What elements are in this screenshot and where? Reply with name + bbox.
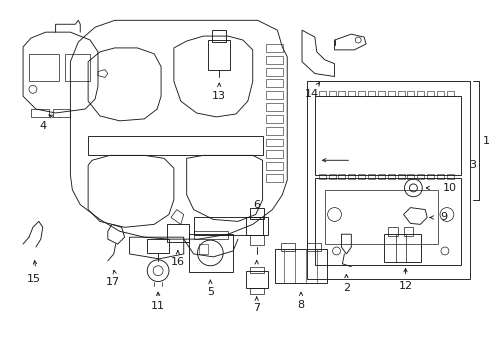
Bar	[266, 68, 283, 76]
Bar	[378, 91, 385, 96]
Text: 3: 3	[469, 160, 477, 170]
Text: 2: 2	[343, 283, 350, 293]
Bar	[417, 174, 424, 179]
Bar	[348, 91, 355, 96]
Text: 8: 8	[297, 300, 305, 310]
Bar	[194, 231, 228, 239]
Bar	[250, 267, 264, 273]
Text: 5: 5	[207, 287, 214, 297]
Bar	[427, 174, 434, 179]
Bar	[198, 244, 208, 254]
Bar	[408, 91, 415, 96]
Bar	[208, 40, 230, 69]
Bar	[246, 217, 268, 235]
Bar	[194, 217, 263, 235]
Bar	[212, 30, 226, 42]
Bar	[266, 139, 283, 147]
Bar	[315, 96, 461, 175]
Bar	[417, 91, 424, 96]
Text: 6: 6	[253, 200, 260, 210]
Text: 17: 17	[106, 276, 120, 287]
Bar	[358, 174, 365, 179]
Bar	[398, 91, 405, 96]
Bar	[266, 91, 283, 99]
Bar	[388, 174, 394, 179]
Bar	[437, 174, 444, 179]
Bar	[250, 288, 264, 294]
Text: 1: 1	[482, 136, 490, 145]
Bar	[315, 178, 461, 265]
Text: 15: 15	[27, 274, 41, 284]
Bar	[325, 190, 438, 244]
Bar	[378, 174, 385, 179]
Bar	[388, 227, 398, 236]
Bar	[339, 174, 345, 179]
Bar	[329, 174, 336, 179]
Bar	[307, 81, 469, 279]
Bar	[266, 115, 283, 123]
Bar	[266, 44, 283, 52]
Text: 13: 13	[212, 91, 226, 101]
Bar	[319, 91, 326, 96]
Bar	[319, 174, 326, 179]
Bar	[31, 109, 49, 117]
Text: 11: 11	[151, 301, 165, 311]
Bar	[266, 174, 283, 182]
Text: 7: 7	[253, 303, 260, 313]
Bar	[447, 174, 454, 179]
Bar	[339, 91, 345, 96]
Bar	[266, 150, 283, 158]
Text: 10: 10	[443, 183, 457, 193]
Bar	[29, 54, 59, 81]
Bar	[281, 243, 295, 251]
Bar	[384, 234, 421, 262]
Bar	[66, 54, 90, 81]
Bar	[437, 91, 444, 96]
Bar	[427, 91, 434, 96]
Bar	[266, 56, 283, 64]
Bar	[348, 174, 355, 179]
Bar	[52, 109, 71, 117]
Bar	[250, 235, 264, 245]
Bar	[266, 127, 283, 135]
Bar	[447, 91, 454, 96]
Bar	[250, 208, 264, 220]
Bar	[275, 249, 327, 283]
Bar	[388, 91, 394, 96]
Bar	[266, 80, 283, 87]
Bar	[368, 174, 375, 179]
Bar	[266, 103, 283, 111]
Text: 4: 4	[39, 121, 47, 131]
Bar	[329, 91, 336, 96]
Bar	[246, 271, 268, 288]
Bar	[368, 91, 375, 96]
Text: 12: 12	[398, 282, 413, 292]
Bar	[408, 174, 415, 179]
Bar	[398, 174, 405, 179]
Bar	[404, 227, 414, 236]
Bar	[147, 239, 169, 253]
Bar	[189, 234, 233, 272]
Text: 9: 9	[440, 212, 447, 222]
Bar	[266, 162, 283, 170]
Text: 14: 14	[305, 89, 319, 99]
Text: 16: 16	[171, 257, 185, 267]
Bar	[307, 243, 321, 251]
Bar	[167, 224, 189, 242]
Bar	[358, 91, 365, 96]
